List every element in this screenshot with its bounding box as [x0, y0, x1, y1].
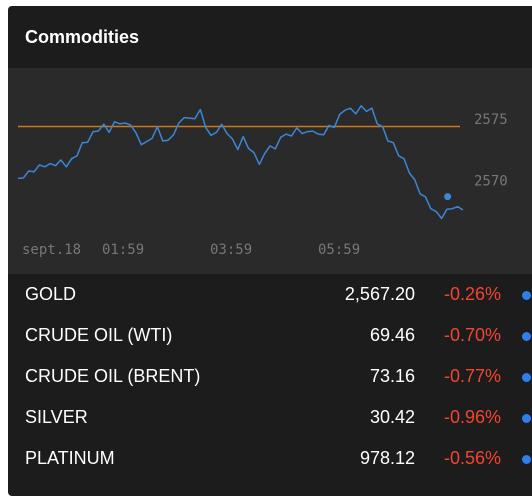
x-tick-label: 03:59	[210, 242, 252, 258]
price-line	[17, 105, 464, 220]
commodity-change: -0.70%	[443, 325, 501, 345]
x-tick-label: 05:59	[318, 242, 360, 258]
y-tick-label: 2570	[474, 174, 508, 190]
live-indicator-icon	[522, 454, 531, 464]
commodity-price: 73.16	[369, 366, 415, 386]
commodity-name: CRUDE OIL (WTI)	[25, 325, 173, 345]
last-price-marker	[444, 193, 452, 201]
y-tick-label: 2575	[474, 112, 508, 128]
commodity-row-platinum[interactable]: PLATINUM 978.12 -0.56%	[8, 438, 532, 479]
commodity-change: -0.77%	[443, 366, 501, 386]
commodity-row-silver[interactable]: SILVER 30.42 -0.96%	[8, 397, 532, 438]
x-tick-label: 01:59	[102, 242, 144, 258]
widget-title: Commodities	[25, 26, 140, 47]
price-chart[interactable]: 2575 2570 sept.18 01:59 03:59 05:59	[8, 68, 532, 274]
x-tick-label: sept.18	[22, 242, 81, 258]
live-indicator-icon	[522, 413, 531, 423]
commodity-change: -0.96%	[443, 407, 501, 427]
commodity-price: 2,567.20	[344, 284, 415, 304]
commodity-row-crude-oil-wti[interactable]: CRUDE OIL (WTI) 69.46 -0.70%	[8, 315, 532, 356]
commodity-row-crude-oil-brent[interactable]: CRUDE OIL (BRENT) 73.16 -0.77%	[8, 356, 532, 397]
commodity-change: -0.26%	[443, 284, 501, 304]
commodity-price: 978.12	[359, 448, 415, 468]
commodities-widget: Commodities 2575 2570 sept.18 01:59 03:59 05:…	[8, 6, 532, 496]
commodity-name: CRUDE OIL (BRENT)	[25, 366, 201, 386]
live-indicator-icon	[522, 331, 531, 341]
commodity-list: GOLD 2,567.20 -0.26% CRUDE OIL (WTI) 69.…	[8, 274, 532, 479]
commodity-name: GOLD	[25, 284, 77, 304]
commodity-change: -0.56%	[443, 448, 501, 468]
live-indicator-icon	[522, 372, 531, 382]
widget-header: Commodities	[8, 6, 532, 68]
live-indicator-icon	[522, 290, 531, 300]
commodity-name: SILVER	[25, 407, 88, 427]
commodity-price: 30.42	[369, 407, 415, 427]
chart-svg: 2575 2570 sept.18 01:59 03:59 05:59	[17, 105, 508, 258]
commodity-row-gold[interactable]: GOLD 2,567.20 -0.26%	[8, 274, 532, 315]
commodity-name: PLATINUM	[25, 448, 115, 468]
commodity-price: 69.46	[369, 325, 415, 345]
